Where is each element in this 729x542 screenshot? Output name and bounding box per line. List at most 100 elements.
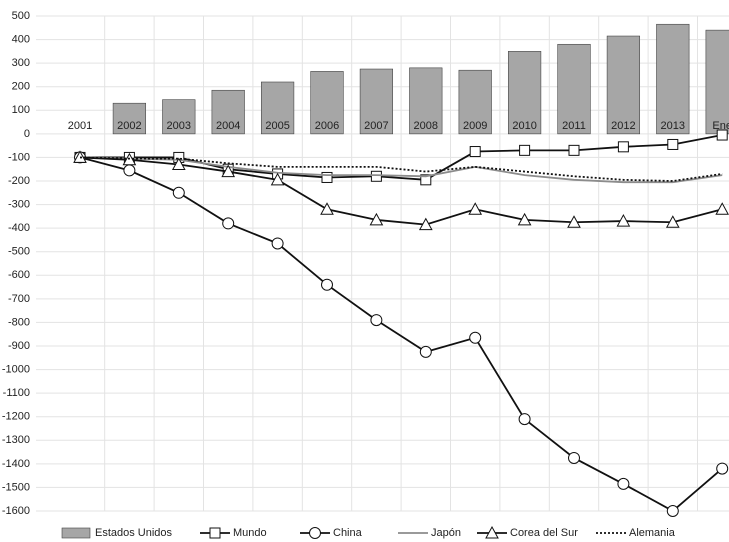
x-tick-label: 2009 bbox=[463, 120, 487, 132]
y-tick-label: -900 bbox=[8, 340, 30, 352]
bar bbox=[162, 99, 196, 135]
point bbox=[666, 505, 679, 517]
point bbox=[420, 174, 432, 186]
point bbox=[716, 462, 729, 475]
bar bbox=[705, 29, 729, 135]
line bbox=[79, 156, 723, 182]
point bbox=[369, 212, 384, 226]
point bbox=[123, 164, 136, 177]
point bbox=[667, 138, 679, 150]
y-tick-label: 200 bbox=[12, 81, 30, 93]
x-tick-label: 2013 bbox=[661, 120, 685, 132]
y-tick-label: -600 bbox=[8, 269, 30, 281]
y-tick-label: -1500 bbox=[2, 481, 30, 493]
legend-label: Estados Unidos bbox=[95, 527, 173, 539]
point bbox=[468, 202, 483, 215]
line bbox=[79, 156, 723, 184]
y-tick-label: -200 bbox=[8, 175, 30, 187]
legend-label: Mundo bbox=[233, 527, 267, 539]
bar bbox=[260, 81, 295, 135]
x-tick-label: 2012 bbox=[611, 120, 635, 132]
bar bbox=[507, 51, 542, 135]
x-tick-label: 2010 bbox=[512, 120, 536, 132]
bar bbox=[458, 69, 492, 135]
line bbox=[80, 134, 723, 181]
point bbox=[567, 215, 581, 228]
x-tick-label: 2004 bbox=[216, 120, 240, 132]
point bbox=[73, 150, 87, 163]
line bbox=[79, 156, 723, 226]
x-tick-label: 2002 bbox=[117, 120, 141, 132]
legend-marker bbox=[209, 527, 221, 539]
point bbox=[616, 214, 631, 227]
point bbox=[665, 215, 680, 228]
point bbox=[469, 331, 482, 344]
legend-label: Corea del Sur bbox=[510, 527, 578, 539]
point bbox=[568, 144, 580, 156]
legend-marker bbox=[485, 525, 499, 539]
x-tick-label: 2005 bbox=[265, 120, 289, 132]
y-tick-label: -1000 bbox=[2, 363, 30, 375]
point bbox=[271, 237, 284, 250]
legend-marker bbox=[309, 527, 321, 539]
point bbox=[321, 171, 333, 183]
bar bbox=[310, 71, 344, 135]
bar bbox=[606, 35, 641, 135]
legend-swatch bbox=[61, 527, 91, 539]
y-tick-label: -1200 bbox=[2, 411, 30, 423]
bar bbox=[409, 67, 443, 135]
x-tick-label: 2001 bbox=[68, 120, 92, 132]
y-tick-label: -100 bbox=[8, 151, 30, 163]
x-tick-label: 2007 bbox=[364, 120, 388, 132]
point bbox=[172, 186, 185, 199]
legend-label: China bbox=[333, 527, 363, 539]
point bbox=[221, 164, 236, 178]
point bbox=[270, 172, 285, 186]
y-tick-label: -300 bbox=[8, 198, 30, 210]
bar bbox=[112, 102, 147, 135]
point bbox=[320, 202, 334, 215]
bar bbox=[656, 23, 690, 135]
point bbox=[517, 212, 532, 226]
point bbox=[222, 217, 235, 230]
point bbox=[469, 146, 481, 158]
line bbox=[79, 156, 723, 513]
x-tick-label: 2011 bbox=[562, 120, 586, 132]
legend-label: Japón bbox=[431, 527, 461, 539]
point bbox=[519, 144, 531, 156]
point bbox=[715, 202, 729, 215]
y-tick-label: 500 bbox=[12, 10, 30, 22]
y-tick-label: -1600 bbox=[2, 505, 30, 517]
x-tick-label: 2008 bbox=[414, 120, 438, 132]
y-tick-label: 300 bbox=[12, 57, 30, 69]
point bbox=[370, 170, 382, 182]
y-tick-label: -800 bbox=[8, 316, 30, 328]
point bbox=[617, 477, 630, 490]
point bbox=[568, 451, 580, 464]
y-tick-label: -400 bbox=[8, 222, 30, 234]
bar bbox=[557, 43, 591, 135]
x-tick-label: 2006 bbox=[315, 120, 339, 132]
bar bbox=[211, 89, 245, 135]
x-tick-label: Ene bbox=[712, 120, 729, 132]
legend-label: Alemania bbox=[629, 527, 676, 539]
x-tick-label: 2003 bbox=[167, 120, 191, 132]
point bbox=[419, 345, 432, 358]
y-tick-label: -500 bbox=[8, 246, 30, 258]
point bbox=[171, 157, 186, 170]
y-tick-label: 100 bbox=[12, 104, 30, 116]
y-tick-label: -700 bbox=[8, 293, 30, 305]
y-tick-label: -1400 bbox=[2, 458, 30, 470]
point bbox=[370, 314, 383, 327]
y-tick-label: 400 bbox=[12, 33, 30, 45]
point bbox=[321, 278, 333, 291]
point bbox=[518, 413, 531, 426]
bar bbox=[359, 68, 394, 135]
y-tick-label: -1100 bbox=[3, 387, 30, 399]
point bbox=[716, 129, 728, 141]
y-tick-label: 0 bbox=[24, 128, 30, 140]
y-tick-label: -1300 bbox=[2, 434, 30, 446]
point bbox=[418, 217, 433, 231]
point bbox=[617, 141, 629, 153]
